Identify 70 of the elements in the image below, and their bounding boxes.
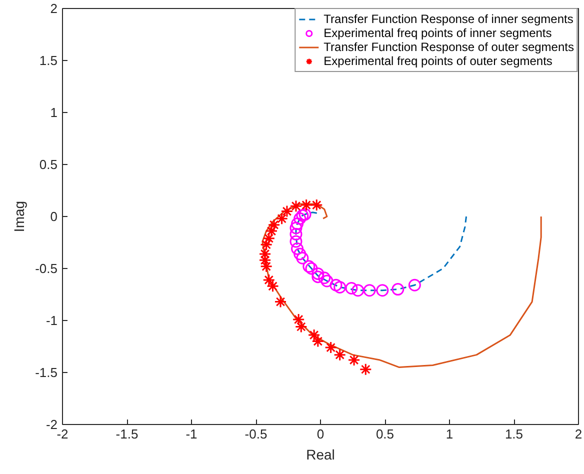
point (392, 283, 404, 296)
point (294, 320, 308, 333)
point (302, 260, 316, 273)
point (318, 272, 331, 284)
y-axis-title: Imag (11, 200, 28, 232)
point (312, 267, 324, 280)
point (290, 222, 302, 234)
point (260, 238, 273, 251)
y-tick-label: -1 (46, 313, 58, 328)
y-tick-label: 0 (50, 209, 58, 224)
point (376, 284, 389, 297)
point (290, 200, 302, 212)
line-series (295, 212, 468, 292)
point (312, 335, 324, 348)
y-tick-label: 0.5 (39, 157, 58, 172)
point (363, 284, 376, 297)
point (260, 260, 273, 273)
y-tick-label: -2 (46, 417, 58, 432)
point (300, 198, 313, 212)
point (334, 348, 346, 362)
x-tick-label: 1.5 (504, 426, 524, 442)
point (276, 212, 288, 225)
point (280, 205, 294, 218)
legend-label: Transfer Function Response of outer segments (324, 40, 574, 54)
y-tick-label: 2 (50, 1, 58, 16)
point (345, 282, 358, 294)
x-tick-label: 2 (574, 426, 582, 442)
point (298, 208, 312, 221)
point (359, 363, 372, 376)
point (320, 274, 334, 288)
x-tick-label: -1 (186, 426, 198, 442)
x-tick-label: 0 (316, 426, 324, 442)
y-tick-label: 1.5 (39, 53, 58, 68)
x-tick-label: 1 (446, 426, 454, 442)
line-series (262, 203, 542, 368)
point (294, 212, 306, 225)
x-tick-label: -1.5 (116, 426, 138, 442)
x-tick-label: -0.5 (244, 426, 268, 442)
point (352, 284, 364, 297)
legend-label: Experimental freq points of inner segments (324, 26, 552, 40)
point (274, 296, 287, 308)
point (408, 278, 421, 292)
x-axis-title: Real (306, 446, 335, 462)
point (310, 198, 323, 212)
point (262, 232, 276, 245)
y-tick-label: 1 (50, 105, 58, 120)
legend-label: Experimental freq points of outer segments (324, 54, 552, 68)
point (294, 248, 306, 260)
point (308, 328, 320, 342)
point (290, 235, 302, 248)
point (324, 341, 338, 354)
point (296, 209, 309, 222)
point (292, 313, 305, 326)
point (268, 218, 280, 232)
point (265, 224, 278, 238)
y-tick-label: -0.5 (35, 261, 58, 276)
point (291, 242, 304, 255)
legend-label: Transfer Function Response of inner segments (324, 12, 574, 26)
point (312, 270, 324, 284)
point (291, 218, 304, 230)
point (266, 280, 280, 292)
point (348, 354, 360, 366)
point (262, 274, 276, 286)
point (290, 228, 302, 240)
point (305, 262, 318, 275)
point (334, 280, 346, 294)
point (296, 252, 309, 264)
y-tick-label: -1.5 (35, 365, 58, 380)
x-tick-label: 0.5 (376, 426, 394, 442)
point (330, 278, 342, 292)
